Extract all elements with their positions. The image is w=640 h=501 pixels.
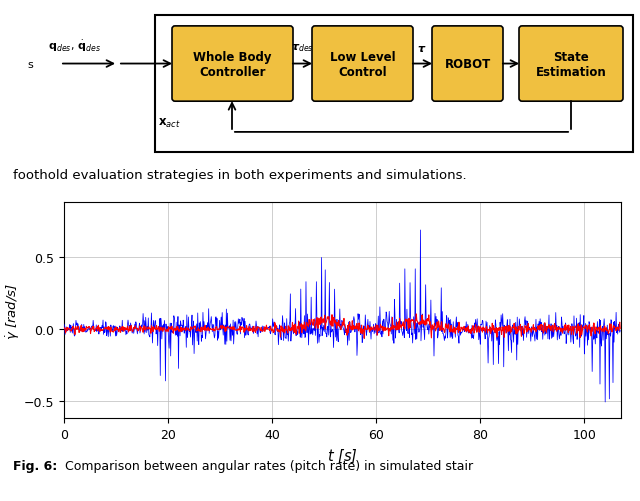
Text: $\mathbf{x}_{act}$: $\mathbf{x}_{act}$ bbox=[158, 116, 180, 129]
Text: $\boldsymbol{\tau}_{des}$: $\boldsymbol{\tau}_{des}$ bbox=[291, 42, 314, 54]
Text: $\boldsymbol{\tau}$: $\boldsymbol{\tau}$ bbox=[417, 44, 427, 54]
Bar bbox=[155, 16, 633, 152]
Text: State
Estimation: State Estimation bbox=[536, 51, 606, 78]
Text: ROBOT: ROBOT bbox=[444, 58, 491, 71]
Text: Fig. 6:: Fig. 6: bbox=[13, 459, 57, 472]
Text: Comparison between angular rates (pitch rate) in simulated stair: Comparison between angular rates (pitch … bbox=[61, 459, 473, 472]
FancyBboxPatch shape bbox=[312, 27, 413, 102]
FancyBboxPatch shape bbox=[172, 27, 293, 102]
Text: Whole Body
Controller: Whole Body Controller bbox=[193, 51, 272, 78]
X-axis label: $t$ [s]: $t$ [s] bbox=[327, 446, 358, 464]
Text: foothold evaluation strategies in both experiments and simulations.: foothold evaluation strategies in both e… bbox=[13, 169, 467, 182]
Text: s: s bbox=[27, 60, 33, 70]
Text: Low Level
Control: Low Level Control bbox=[330, 51, 396, 78]
FancyBboxPatch shape bbox=[519, 27, 623, 102]
Y-axis label: $\dot{\gamma}$ [rad/s]: $\dot{\gamma}$ [rad/s] bbox=[4, 282, 22, 339]
FancyBboxPatch shape bbox=[432, 27, 503, 102]
Text: $\mathbf{q}_{des},\,\dot{\mathbf{q}}_{des}$: $\mathbf{q}_{des},\,\dot{\mathbf{q}}_{de… bbox=[49, 38, 102, 54]
